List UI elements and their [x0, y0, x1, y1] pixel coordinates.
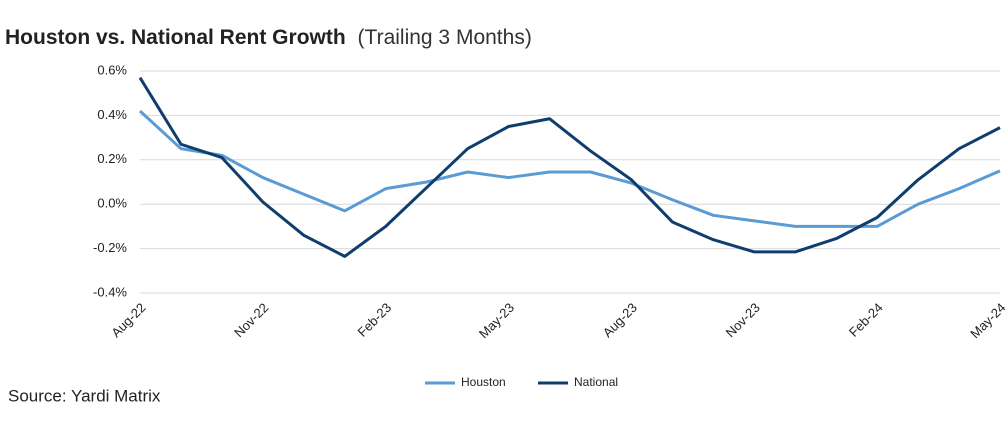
x-tick-label: Nov-23	[723, 300, 763, 340]
x-tick-label: May-24	[967, 300, 1007, 341]
x-tick-label: Feb-23	[355, 300, 395, 340]
y-tick-label: -0.2%	[93, 240, 127, 255]
x-tick-label: Aug-22	[108, 300, 148, 340]
y-tick-label: 0.4%	[97, 107, 127, 122]
line-series	[138, 109, 1001, 228]
legend-label: Houston	[461, 375, 506, 389]
x-tick-label: May-23	[476, 300, 517, 341]
chart-heading: Houston vs. National Rent Growth (Traili…	[5, 26, 532, 49]
y-tick-label: -0.4%	[93, 284, 127, 299]
x-tick-label: Nov-22	[231, 300, 271, 340]
x-tick-label: Feb-24	[846, 300, 886, 340]
y-tick-label: 0.6%	[97, 62, 127, 77]
legend-label: National	[574, 375, 618, 389]
x-tick-label: Aug-23	[600, 300, 640, 340]
y-tick-label: 0.2%	[97, 151, 127, 166]
source: Source: Yardi Matrix	[8, 386, 161, 405]
chart-title: Houston vs. National Rent Growth	[5, 26, 346, 49]
chart-subtitle: (Trailing 3 Months)	[358, 26, 532, 49]
y-tick-label: 0.0%	[97, 196, 127, 211]
line-series	[138, 76, 1001, 258]
